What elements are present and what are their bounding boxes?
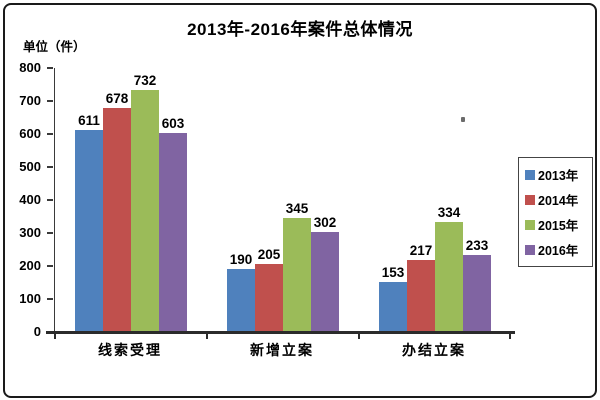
legend-swatch-2016年 (525, 244, 535, 255)
bar-value-label: 678 (105, 91, 129, 106)
legend-item-2013年: 2013年 (525, 165, 587, 184)
y-tick-label-200: 200 (19, 258, 41, 273)
bar-2013年-线索受理: 611 (75, 113, 103, 332)
y-tick-label-300: 300 (19, 225, 41, 240)
bar-2015年-线索受理: 732 (131, 73, 159, 332)
bar-value-label: 611 (78, 113, 100, 128)
bar-2014年-线索受理: 678 (103, 91, 131, 332)
y-tick-mark (47, 166, 53, 168)
legend: 2013年 2014年 2015年 2016年 (518, 157, 593, 267)
y-axis: 0 100 200 300 400 500 600 700 800 (0, 60, 54, 339)
x-axis-line (46, 331, 515, 334)
y-tick-mark (47, 265, 53, 267)
legend-swatch-2015年 (525, 219, 535, 230)
speck-artifact (461, 117, 465, 122)
bar-2016年-新增立案: 302 (311, 215, 339, 332)
bar-group-1: 611 678 732 603 (55, 68, 207, 332)
bar-value-label: 217 (409, 243, 433, 258)
legend-item-2014年: 2014年 (525, 190, 587, 209)
category-label-1: 线索受理 (98, 342, 162, 358)
x-boundary-tick (358, 334, 360, 339)
legend-swatch-2013年 (525, 169, 535, 180)
bar-group-3: 153 217 334 233 (359, 68, 511, 332)
bar-value-label: 732 (133, 73, 157, 88)
bar-2013年-新增立案: 190 (227, 252, 255, 332)
legend-label-2015年: 2015年 (538, 219, 579, 233)
y-tick-label-400: 400 (19, 192, 41, 207)
chart-title: 2013年-2016年案件总体情况 (187, 20, 413, 39)
y-tick-label-700: 700 (19, 93, 41, 108)
bar-value-label: 153 (381, 265, 405, 280)
y-tick-mark (47, 100, 53, 102)
legend-label-2016年: 2016年 (538, 244, 579, 258)
bar-2016年-线索受理: 603 (159, 116, 187, 332)
bar-2014年-新增立案: 205 (255, 247, 283, 332)
bar-value-label: 345 (285, 201, 309, 216)
legend-label-2014年: 2014年 (538, 194, 579, 208)
bar-2015年-办结立案: 334 (435, 205, 463, 332)
y-tick-label-100: 100 (19, 291, 41, 306)
category-label-2: 新增立案 (250, 342, 314, 358)
bar-group-2: 190 205 345 302 (207, 68, 359, 332)
y-tick-mark (47, 232, 53, 234)
y-tick-mark (47, 199, 53, 201)
bar-2015年-新增立案: 345 (283, 201, 311, 332)
x-boundary-tick (206, 334, 208, 339)
y-tick-label-500: 500 (19, 159, 41, 174)
bar-value-label: 233 (465, 238, 489, 253)
bar-value-label: 205 (257, 247, 281, 262)
y-tick-mark (47, 133, 53, 135)
legend-item-2015年: 2015年 (525, 215, 587, 234)
plot-area: 611 678 732 603 190 205 345 302 153 217 334 233 (54, 68, 511, 332)
y-axis-unit-label: 单位（件） (23, 40, 86, 54)
category-label-3: 办结立案 (402, 342, 466, 358)
legend-swatch-2014年 (525, 194, 535, 205)
bar-2016年-办结立案: 233 (463, 238, 491, 332)
y-tick-mark (47, 298, 53, 300)
bar-value-label: 302 (313, 215, 337, 230)
y-tick-label-0: 0 (33, 324, 41, 339)
legend-item-2016年: 2016年 (525, 240, 587, 259)
y-tick-mark (47, 67, 53, 69)
bar-value-label: 190 (229, 252, 253, 267)
bar-2013年-办结立案: 153 (379, 265, 407, 332)
x-boundary-tick (54, 334, 56, 339)
bar-value-label: 334 (437, 205, 461, 220)
y-tick-label-600: 600 (19, 126, 41, 141)
legend-label-2013年: 2013年 (538, 169, 579, 183)
y-tick-label-800: 800 (19, 60, 41, 75)
x-boundary-tick (509, 334, 511, 339)
bar-value-label: 603 (161, 116, 185, 131)
bar-2014年-办结立案: 217 (407, 243, 435, 332)
